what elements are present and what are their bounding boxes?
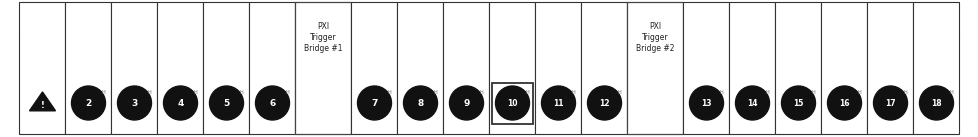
Bar bbox=[492, 82, 532, 123]
Text: H: H bbox=[387, 90, 391, 95]
Bar bbox=[66, 2, 111, 134]
Circle shape bbox=[449, 86, 483, 120]
Text: H: H bbox=[148, 90, 152, 95]
Bar bbox=[581, 2, 627, 134]
Circle shape bbox=[780, 86, 815, 120]
Polygon shape bbox=[29, 92, 56, 111]
Text: H: H bbox=[525, 90, 529, 95]
Circle shape bbox=[357, 86, 391, 120]
Text: 7: 7 bbox=[371, 99, 378, 108]
Text: 3: 3 bbox=[131, 99, 138, 108]
Text: PXI
Trigger
Bridge #2: PXI Trigger Bridge #2 bbox=[636, 22, 674, 53]
Bar bbox=[351, 2, 397, 134]
Text: 11: 11 bbox=[553, 99, 563, 108]
Text: H: H bbox=[857, 90, 861, 95]
Text: H: H bbox=[286, 90, 289, 95]
Circle shape bbox=[403, 86, 437, 120]
Text: !: ! bbox=[40, 101, 44, 109]
Text: H: H bbox=[949, 90, 953, 95]
Bar bbox=[821, 2, 867, 134]
Circle shape bbox=[918, 86, 953, 120]
Text: H: H bbox=[102, 90, 106, 95]
Bar bbox=[729, 2, 775, 134]
Circle shape bbox=[541, 86, 575, 120]
Text: H: H bbox=[571, 90, 575, 95]
Bar bbox=[912, 2, 958, 134]
Text: H: H bbox=[617, 90, 621, 95]
Circle shape bbox=[117, 86, 152, 120]
Circle shape bbox=[689, 86, 723, 120]
Text: 16: 16 bbox=[838, 99, 849, 108]
Text: H: H bbox=[194, 90, 198, 95]
Text: 9: 9 bbox=[463, 99, 469, 108]
Text: 13: 13 bbox=[700, 99, 711, 108]
Text: 2: 2 bbox=[85, 99, 92, 108]
Text: 4: 4 bbox=[177, 99, 184, 108]
Text: 14: 14 bbox=[746, 99, 757, 108]
Bar bbox=[535, 2, 581, 134]
Text: 18: 18 bbox=[930, 99, 941, 108]
Text: PXI Trigger Bus #1: PXI Trigger Bus #1 bbox=[103, 32, 212, 42]
Bar bbox=[683, 2, 729, 134]
Text: PXI
Trigger
Bridge #1: PXI Trigger Bridge #1 bbox=[304, 22, 342, 53]
Text: H: H bbox=[719, 90, 723, 95]
Text: H: H bbox=[811, 90, 815, 95]
Text: 17: 17 bbox=[884, 99, 895, 108]
Text: H: H bbox=[479, 90, 483, 95]
Bar bbox=[249, 2, 295, 134]
Bar bbox=[397, 2, 443, 134]
Polygon shape bbox=[20, 7, 295, 68]
Text: H: H bbox=[240, 90, 244, 95]
Polygon shape bbox=[683, 7, 958, 68]
Bar bbox=[20, 2, 66, 134]
Circle shape bbox=[495, 86, 529, 120]
Text: 15: 15 bbox=[792, 99, 803, 108]
Text: H: H bbox=[765, 90, 769, 95]
Bar bbox=[775, 2, 821, 134]
Circle shape bbox=[255, 86, 289, 120]
Bar bbox=[203, 2, 249, 134]
Circle shape bbox=[734, 86, 769, 120]
Bar bbox=[443, 2, 489, 134]
Circle shape bbox=[587, 86, 621, 120]
Bar bbox=[627, 2, 683, 134]
Text: H: H bbox=[433, 90, 437, 95]
Bar bbox=[111, 2, 157, 134]
Bar bbox=[867, 2, 912, 134]
Circle shape bbox=[826, 86, 861, 120]
Circle shape bbox=[71, 86, 106, 120]
Text: 10: 10 bbox=[507, 99, 517, 108]
Circle shape bbox=[872, 86, 907, 120]
Polygon shape bbox=[351, 7, 627, 68]
Text: 5: 5 bbox=[223, 99, 230, 108]
Bar bbox=[157, 2, 203, 134]
Text: 12: 12 bbox=[599, 99, 609, 108]
Text: 8: 8 bbox=[417, 99, 423, 108]
Bar bbox=[489, 2, 535, 134]
Text: H: H bbox=[903, 90, 907, 95]
Text: 6: 6 bbox=[269, 99, 276, 108]
Bar bbox=[295, 2, 351, 134]
Text: PXI Trigger Bus #2: PXI Trigger Bus #2 bbox=[434, 32, 544, 42]
Circle shape bbox=[209, 86, 244, 120]
Circle shape bbox=[163, 86, 198, 120]
Text: PXI Trigger Bus #3: PXI Trigger Bus #3 bbox=[766, 32, 875, 42]
